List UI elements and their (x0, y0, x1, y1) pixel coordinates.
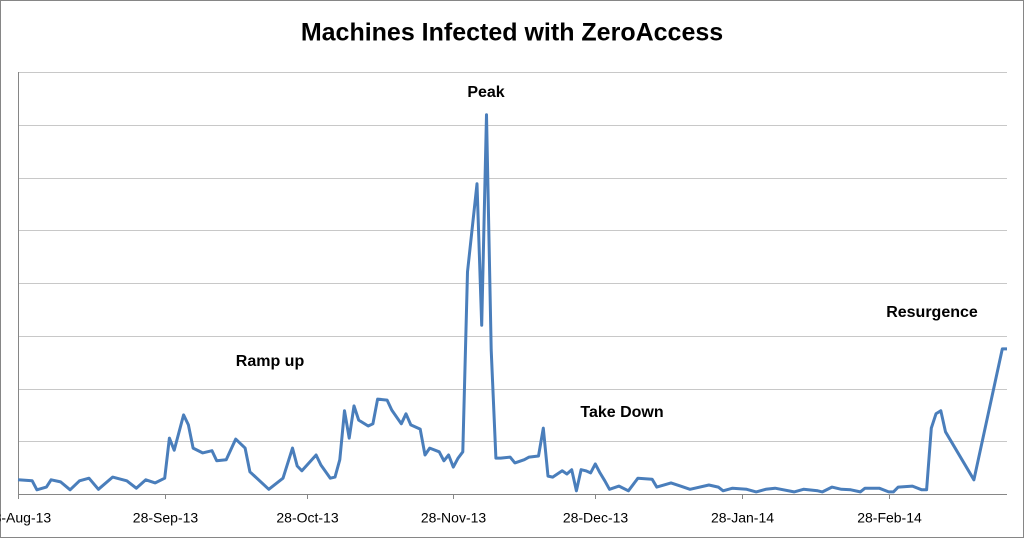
annotation: Take Down (580, 404, 663, 421)
annotation: Peak (467, 84, 504, 101)
x-tick-label: 28-Aug-13 (0, 510, 51, 526)
x-tick-label: 28-Dec-13 (563, 510, 629, 526)
x-tick-label: 28-Jan-14 (711, 510, 774, 526)
annotation: Resurgence (886, 304, 978, 321)
x-tick-label: 28-Sep-13 (133, 510, 199, 526)
data-line (17, 113, 1007, 494)
chart-title: Machines Infected with ZeroAccess (301, 19, 723, 47)
x-tick-label: 28-Feb-14 (857, 510, 922, 526)
x-tick-label: 28-Nov-13 (421, 510, 487, 526)
x-tick-label: 28-Oct-13 (276, 510, 338, 526)
annotation: Ramp up (236, 353, 305, 370)
